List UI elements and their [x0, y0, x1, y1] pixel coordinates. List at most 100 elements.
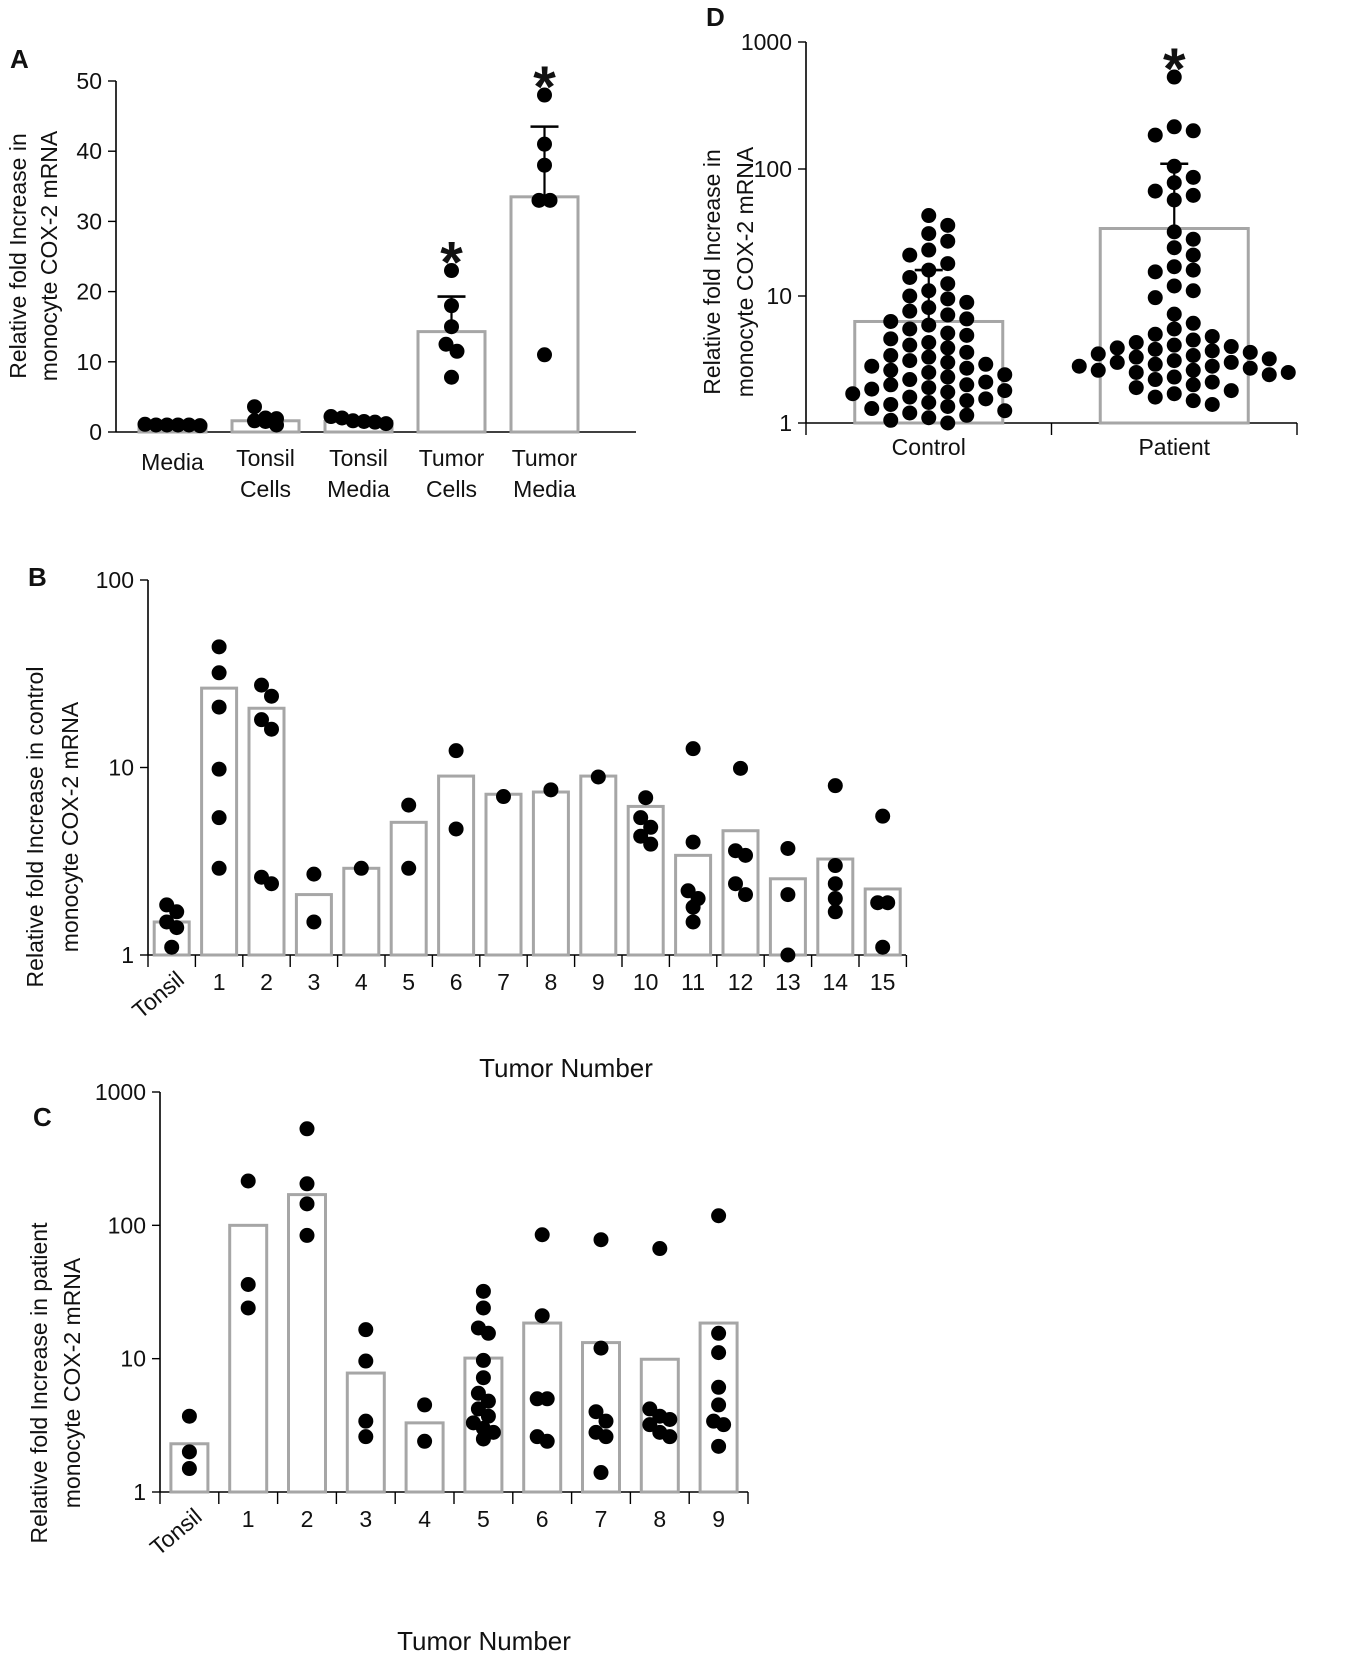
panel-b-category-label: 11: [681, 969, 705, 995]
panel-b-bar: [389, 820, 428, 957]
panel-b-letter: B: [28, 562, 47, 592]
panel-a-category-label: Tumor: [512, 445, 578, 471]
panel-d-data-point: [997, 403, 1013, 419]
panel-a-category-label: Cells: [240, 476, 291, 502]
panel-d-data-point: [864, 381, 880, 397]
panel-d-data-point: [921, 395, 937, 411]
panel-b-category-label: 1: [213, 969, 226, 995]
panel-d-data-point: [1185, 348, 1201, 364]
panel-b-bar: [579, 774, 618, 957]
panel-d-data-point: [959, 311, 975, 327]
panel-b-category-label: 5: [402, 969, 415, 995]
panel-d-data-point: [902, 303, 918, 319]
panel-a-data-point: [537, 87, 552, 103]
panel-b-data-point: [685, 741, 701, 757]
panel-c-data-point: [711, 1325, 727, 1341]
panel-b-data-point: [169, 904, 185, 920]
panel-a-ytick-label: 0: [89, 419, 102, 445]
panel-d-data-point: [1185, 283, 1201, 299]
panel-b-data-point: [211, 639, 227, 655]
panel-d-data-point: [902, 269, 918, 285]
panel-d-data-point: [940, 384, 956, 400]
panel-d-data-point: [1185, 262, 1201, 278]
panel-d-data-point: [1185, 231, 1201, 247]
panel-d-data-point: [921, 364, 937, 380]
panel-b-category-label: 2: [260, 969, 273, 995]
panel-d-data-point: [940, 325, 956, 341]
panel-c-xlabel: Tumor Number: [397, 1626, 571, 1655]
panel-d-data-point: [1185, 247, 1201, 263]
panel-b-data-point: [728, 876, 743, 892]
panel-c-data-point: [588, 1404, 604, 1420]
panel-d-data-point: [883, 348, 899, 364]
panel-c-bar: [404, 1421, 445, 1494]
panel-b-bar: [247, 706, 286, 957]
panel-d-data-point: [1185, 332, 1201, 348]
panel-b-data-point: [543, 782, 559, 798]
panel-d-data-point: [1204, 396, 1220, 412]
panel-c-data-point: [299, 1176, 315, 1192]
panel-b-data-point: [827, 778, 843, 794]
panel-d-data-point: [1109, 354, 1125, 370]
panel-c-data-point: [534, 1308, 550, 1324]
panel-d-data-point: [940, 217, 956, 233]
panel-c-data-point: [480, 1325, 496, 1341]
panel-c-ylabel: Relative fold Increase in patient monocy…: [26, 1222, 85, 1544]
panel-b-data-point: [633, 828, 649, 844]
panel-d-data-point: [1166, 158, 1182, 174]
panel-d-data-point: [1185, 123, 1201, 139]
panel-d-data-point: [1166, 224, 1182, 240]
panel-d-data-point: [940, 307, 956, 323]
panel-d-ytick-label: 1000: [741, 29, 792, 55]
panel-b-data-point: [643, 819, 659, 835]
panel-b-data-point: [401, 797, 417, 813]
panel-b-data-point: [780, 947, 796, 963]
panel-d-data-point: [1185, 187, 1201, 203]
panel-d-data-point: [1166, 192, 1182, 208]
panel-c-data-point: [240, 1300, 256, 1316]
panel-c-data-point: [417, 1433, 433, 1449]
panel-a-data-point: [537, 347, 552, 363]
panel-b-data-point: [685, 899, 701, 915]
panel-d-data-point: [997, 383, 1013, 399]
panel-a-ytick-label: 30: [76, 208, 102, 234]
panel-d-category-label: Control: [892, 434, 966, 460]
panel-b-ytick-label: 1: [121, 942, 134, 968]
panel-b-bar: [484, 792, 523, 957]
panel-c-data-point: [711, 1345, 727, 1361]
panel-d-data-point: [959, 407, 975, 423]
panel-d-data-point: [1166, 69, 1182, 85]
panel-c-ytick-label: 100: [108, 1212, 146, 1238]
panel-b-bar: [294, 893, 333, 957]
panel-b-data-point: [685, 914, 701, 930]
panel-d-data-point: [1223, 339, 1239, 355]
panel-b-data-point: [264, 721, 279, 737]
panel-c-data-point: [711, 1379, 727, 1395]
panel-d-data-point: [1147, 183, 1163, 199]
panel-b-bar: [437, 774, 476, 957]
panel-b-category-label: 9: [592, 969, 605, 995]
panel-d-data-point: [1185, 362, 1201, 378]
panel-b-data-point: [780, 887, 796, 903]
panel-c-data-point: [711, 1438, 727, 1454]
panel-b-data-point: [827, 904, 843, 920]
panel-b-category-label: 4: [355, 969, 368, 995]
panel-a-data-point: [356, 413, 372, 429]
panel-c-data-point: [716, 1417, 732, 1433]
panel-b-data-point: [211, 665, 227, 681]
panel-d-data-point: [883, 377, 899, 393]
panel-c-ytick-label: 1000: [95, 1079, 146, 1105]
panel-a-data-point: [542, 192, 558, 208]
panel-d-data-point: [883, 331, 899, 347]
panel-d-data-point: [1128, 335, 1144, 351]
panel-c-data-point: [240, 1173, 256, 1189]
panel-d-data-point: [1166, 386, 1182, 402]
panel-d-data-point: [902, 321, 918, 337]
panel-c-category-label: 1: [242, 1506, 255, 1532]
panel-a-data-point: [444, 263, 459, 279]
panel-d-data-point: [978, 374, 994, 390]
panel-d-data-point: [1242, 344, 1258, 360]
panel-a-ytick-label: 10: [76, 349, 102, 375]
